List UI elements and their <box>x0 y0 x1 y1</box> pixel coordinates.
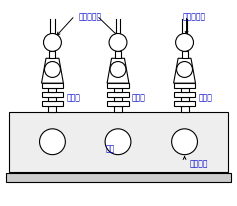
Bar <box>114 106 122 112</box>
Circle shape <box>109 33 127 51</box>
Bar <box>174 92 196 97</box>
Bar <box>49 88 56 92</box>
Bar <box>181 97 188 101</box>
Bar <box>107 83 129 88</box>
Bar <box>114 97 122 101</box>
Circle shape <box>44 33 61 51</box>
Bar <box>41 83 63 88</box>
Bar <box>49 106 56 112</box>
Text: がいし: がいし <box>198 94 212 103</box>
Bar <box>174 83 196 88</box>
Circle shape <box>177 62 192 77</box>
Bar <box>41 101 63 106</box>
Circle shape <box>45 62 60 77</box>
Text: 防護カバー: 防護カバー <box>183 13 206 22</box>
Bar <box>41 92 63 97</box>
Text: 測定箇所: 測定箇所 <box>190 159 208 168</box>
Text: 本体: 本体 <box>105 144 115 153</box>
Circle shape <box>176 33 193 51</box>
Bar <box>49 97 56 101</box>
Circle shape <box>110 62 126 77</box>
Circle shape <box>172 129 197 155</box>
Bar <box>182 51 187 58</box>
Bar <box>9 112 228 172</box>
Text: がいし: がいし <box>132 94 146 103</box>
Circle shape <box>105 129 131 155</box>
Bar <box>6 173 231 183</box>
Text: がいし: がいし <box>66 94 80 103</box>
Bar <box>50 51 55 58</box>
Bar <box>181 106 188 112</box>
Polygon shape <box>174 58 196 83</box>
Bar <box>174 101 196 106</box>
Bar <box>107 92 129 97</box>
Bar <box>115 51 121 58</box>
Polygon shape <box>41 58 63 83</box>
Bar <box>181 88 188 92</box>
Bar <box>107 101 129 106</box>
Bar <box>114 88 122 92</box>
Text: 防護カバー: 防護カバー <box>79 13 102 22</box>
Circle shape <box>40 129 65 155</box>
Polygon shape <box>107 58 129 83</box>
